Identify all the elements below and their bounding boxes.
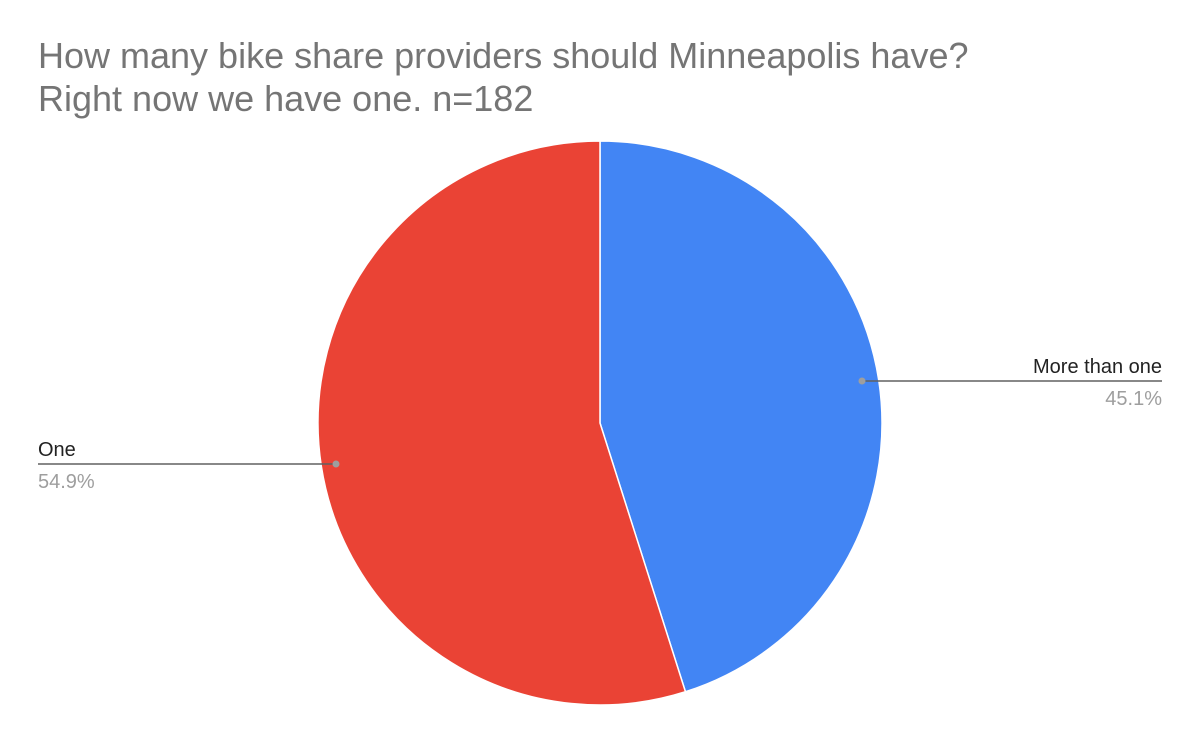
- slice-name-more-than-one: More than one: [1033, 356, 1162, 378]
- chart-title: How many bike share providers should Min…: [38, 34, 1158, 120]
- pie-slice-more-than-one: [599, 140, 883, 693]
- pie-slices: [317, 140, 883, 706]
- slice-value-one: 54.9%: [38, 471, 95, 493]
- pie-slice-one: [317, 140, 687, 706]
- slice-name-one: One: [38, 439, 76, 461]
- slice-label-more-than-one: More than one 45.1%: [858, 356, 1162, 410]
- slice-label-one: One 54.9%: [38, 439, 340, 493]
- pie-labels: More than one 45.1% One 54.9%: [38, 356, 1162, 493]
- slice-value-more-than-one: 45.1%: [1105, 388, 1162, 410]
- leader-dot-one: [332, 460, 340, 468]
- leader-dot-more-than-one: [858, 377, 866, 385]
- chart-title-line-1: How many bike share providers should Min…: [38, 35, 969, 76]
- chart-title-line-2: Right now we have one. n=182: [38, 78, 534, 119]
